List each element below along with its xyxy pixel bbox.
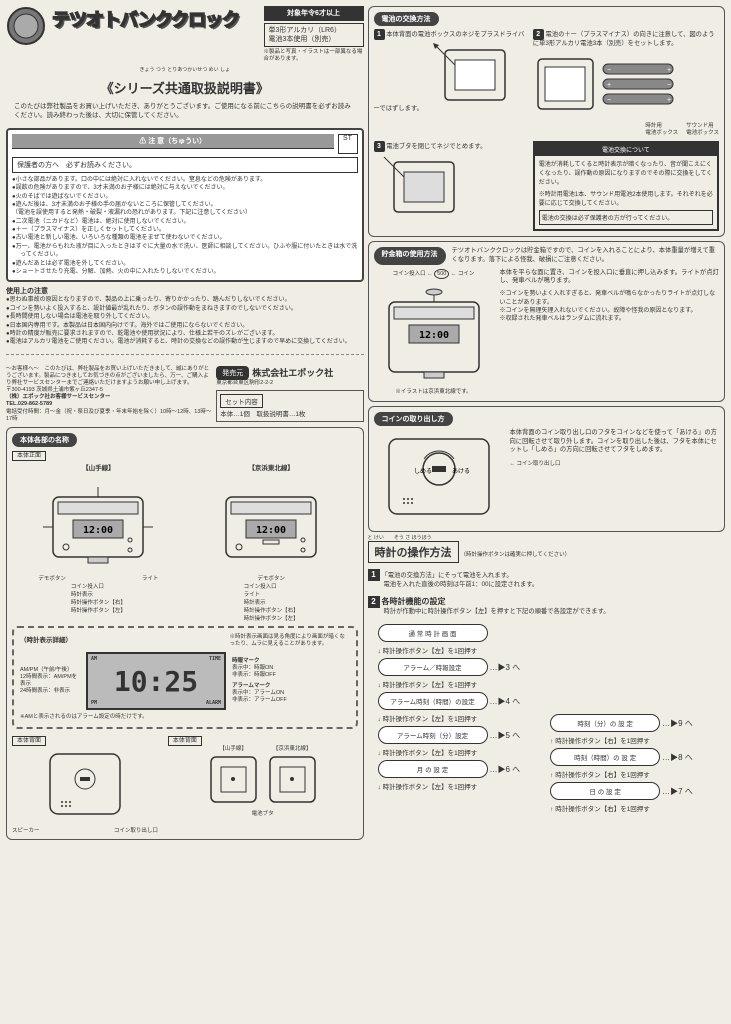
header: テツオトバンククロック 対象年令6才以上 単3形アルカリ（LR6） 電池3本使用… — [6, 6, 364, 64]
operation-section: と けい そう さ ほうほう 時計の操作方法 （時計操作ボタンは確実に押してくだ… — [368, 536, 726, 815]
caution-box: ⚠ 注 意（ちゅうい） ST 保護者の方へ 必ずお読みください。 ●小さな部品が… — [6, 128, 364, 283]
train-yamanote: 【山手線】 12:00 デ — [38, 462, 158, 582]
caution-header: ⚠ 注 意（ちゅうい） — [12, 134, 334, 149]
step-1: 1 — [368, 569, 380, 581]
parts-title: 本体各部の名称 — [12, 433, 77, 447]
svg-text:12:00: 12:00 — [418, 330, 448, 341]
svg-text:あける: あける — [452, 468, 470, 475]
maker: 株式会社エポック社 — [252, 366, 333, 379]
svg-text:しめる: しめる — [414, 468, 432, 475]
series-header: きょう つう とりあつかいせつ めい しょ 《シリーズ共通取扱説明書》 このたび… — [6, 68, 364, 120]
coin-device-illust: コイン投入口 ← 500 ← コイン 12:00 ※イラストは京浜東北線です。 — [374, 269, 494, 396]
illust-note: ※製品と写真・イラストは一部異なる場合があります。 — [264, 49, 364, 63]
flow-hour: 時刻（時間）の 設 定 — [550, 748, 660, 766]
flow-normal: 通 常 時 計 画 面 — [378, 624, 488, 642]
svg-text:+: + — [607, 82, 611, 89]
lcd-detail: （時計表示詳細） ※時計表示画面は見る角度により画面が暗くなったり、ムラに見える… — [12, 626, 358, 729]
flow-minute: 時刻（分）の 設 定 — [550, 714, 660, 732]
svg-text:−: − — [607, 97, 611, 104]
series-title: 《シリーズ共通取扱説明書》 — [6, 78, 364, 97]
logo-badge — [6, 6, 46, 48]
caution-sub: 保護者の方へ 必ずお読みください。 — [12, 157, 358, 173]
tel: TEL.029-862-5789 — [6, 401, 212, 408]
flow-alarm-min: アラーム時刻（分）設定 — [378, 726, 488, 744]
svg-text:+: + — [667, 67, 671, 74]
caution-list: ●小さな部品があります。口の中には絶対に入れないでください。窒息などの危険があり… — [12, 176, 358, 277]
usage-notes: 使用上の注意 ●思わぬ事故の原因となりますので、製品の上に乗ったり、寄りかかった… — [6, 286, 364, 346]
battery-box: 電池の交換方法 1 本体背面の電池ボックスのネジをプラスドライバーではずします。… — [368, 6, 726, 237]
company-info: ～お客様へ～ このたびは、弊社製品をお買い上げいただきまして、誠にありがとうござ… — [6, 366, 364, 423]
flow-day: 日 の 設 定 — [550, 782, 660, 800]
age-label: 対象年令6才以上 — [264, 6, 364, 21]
coin-out-illust: しめる あける — [374, 429, 504, 526]
flowchart: 通 常 時 計 画 面 ↓ 時計操作ボタン【左】を1回押す アラーム／時報設定 … — [378, 622, 726, 814]
svg-text:+: + — [667, 97, 671, 104]
st-mark: ST — [338, 134, 358, 154]
svg-text:12:00: 12:00 — [256, 525, 286, 536]
operation-title: 時計の操作方法 — [368, 541, 459, 563]
set-contents: セット内容 本体…1個 取扱説明書…1枚 — [216, 390, 363, 422]
product-title: テツオトバンククロック — [52, 6, 258, 32]
flow-alarm: アラーム／時報設定 — [378, 658, 488, 676]
svg-text:−: − — [667, 82, 671, 89]
bank-box: 貯金箱の使用方法 テツオトバンククロックは貯金箱ですので、コインを入れることによ… — [368, 241, 726, 402]
bank-title: 貯金箱の使用方法 — [374, 247, 446, 265]
flow-month: 月 の 設 定 — [378, 760, 488, 778]
coin-out-title: コインの取り出し方 — [374, 412, 453, 426]
svg-text:−: − — [607, 67, 611, 74]
train-keihin: 【京浜東北線】 12:00 デモボタン — [211, 462, 331, 582]
lcd-display: AM PM 10:25 TIME ALARM — [86, 652, 226, 710]
svg-text:12:00: 12:00 — [83, 525, 113, 536]
series-intro: このたびは弊社製品をお買い上げいただき、ありがとうございます。ご使用になる前にこ… — [6, 102, 364, 120]
exchange-title: 電池交換について — [535, 143, 717, 156]
battery-req: 単3形アルカリ（LR6） 電池3本使用（別売） — [264, 23, 364, 47]
parts-box: 本体各部の名称 本体正面 【山手線】 12:00 — [6, 427, 364, 840]
battery-title: 電池の交換方法 — [374, 12, 439, 26]
flow-alarm-hour: アラーム時刻（時間）の設定 — [378, 692, 488, 710]
coin-out-box: コインの取り出し方 しめる あける 本体背面のコイン取り出し口の — [368, 406, 726, 532]
step-2: 2 — [368, 596, 380, 608]
